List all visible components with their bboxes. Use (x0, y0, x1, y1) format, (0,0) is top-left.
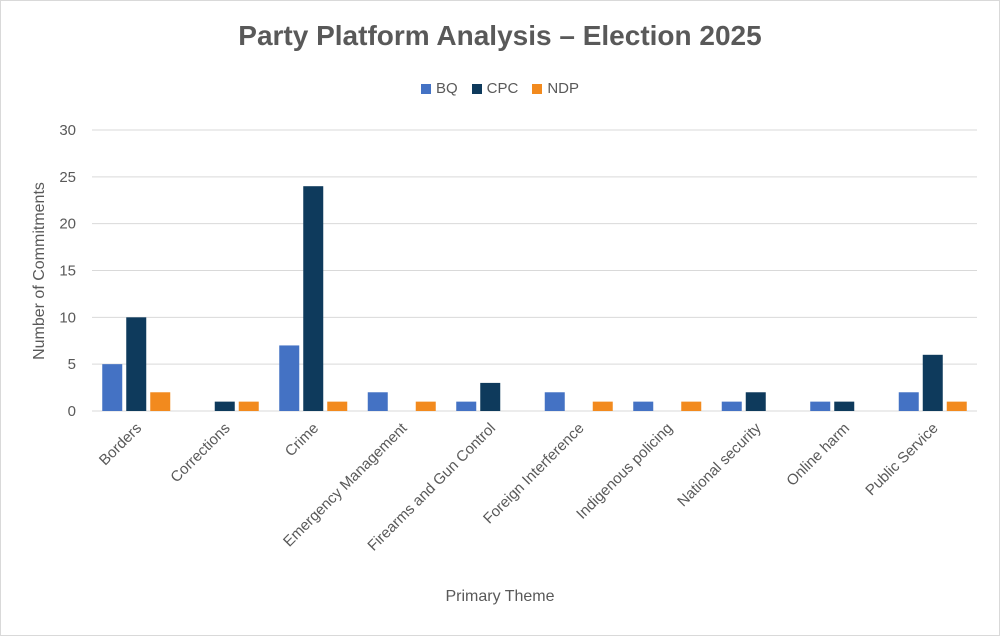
chart-legend: BQ CPC NDP (0, 80, 1000, 98)
x-tick-label: Corrections (167, 420, 233, 486)
legend-swatch-ndp (532, 84, 543, 94)
legend-item-ndp: NDP (532, 80, 579, 98)
bar-bq (279, 345, 300, 411)
x-tick-label: Indigenous policing (573, 420, 676, 523)
bar-cpc (834, 401, 855, 411)
x-axis-label: Primary Theme (445, 588, 555, 605)
bar-cpc (303, 186, 324, 411)
bar-bq (633, 401, 654, 411)
bar-cpc (480, 382, 501, 411)
bar-ndp (592, 401, 613, 411)
bar-cpc (922, 354, 943, 411)
y-tick-label: 5 (68, 356, 76, 373)
bar-ndp (327, 401, 348, 411)
bar-ndp (681, 401, 702, 411)
x-tick-label: Borders (96, 420, 145, 469)
legend-label-cpc: CPC (486, 80, 519, 97)
chart-title: Party Platform Analysis – Election 2025 (238, 20, 762, 51)
legend-item-bq: BQ (420, 80, 458, 98)
y-tick-label: 0 (68, 403, 76, 420)
x-tick-label: Crime (282, 420, 322, 460)
bar-ndp (150, 392, 171, 411)
legend-item-cpc: CPC (471, 80, 519, 98)
bar-bq (898, 392, 919, 411)
x-tick-label: Foreign Interference (480, 420, 588, 528)
bar-bq (721, 401, 742, 411)
bar-bq (544, 392, 565, 411)
x-tick-label: Public Service (862, 420, 941, 499)
y-tick-label: 20 (59, 216, 76, 233)
y-tick-label: 25 (59, 169, 76, 186)
bar-ndp (946, 401, 967, 411)
bar-cpc (126, 317, 147, 411)
bar-bq (456, 401, 477, 411)
bar-bq (367, 392, 388, 411)
y-tick-label: 15 (59, 263, 76, 280)
bar-bq (102, 364, 123, 411)
x-tick-label: Online harm (783, 420, 853, 490)
legend-label-ndp: NDP (547, 80, 580, 97)
bar-cpc (214, 401, 235, 411)
y-tick-label: 30 (59, 122, 76, 139)
y-tick-label: 10 (59, 309, 76, 326)
x-tick-label: National security (674, 419, 765, 510)
bar-bq (810, 401, 831, 411)
bar-ndp (415, 401, 436, 411)
y-axis-label: Number of Commitments (31, 182, 48, 360)
bar-ndp (238, 401, 259, 411)
legend-swatch-cpc (471, 84, 482, 94)
legend-swatch-bq (420, 84, 431, 94)
legend-label-bq: BQ (435, 80, 458, 97)
bar-cpc (745, 392, 766, 411)
